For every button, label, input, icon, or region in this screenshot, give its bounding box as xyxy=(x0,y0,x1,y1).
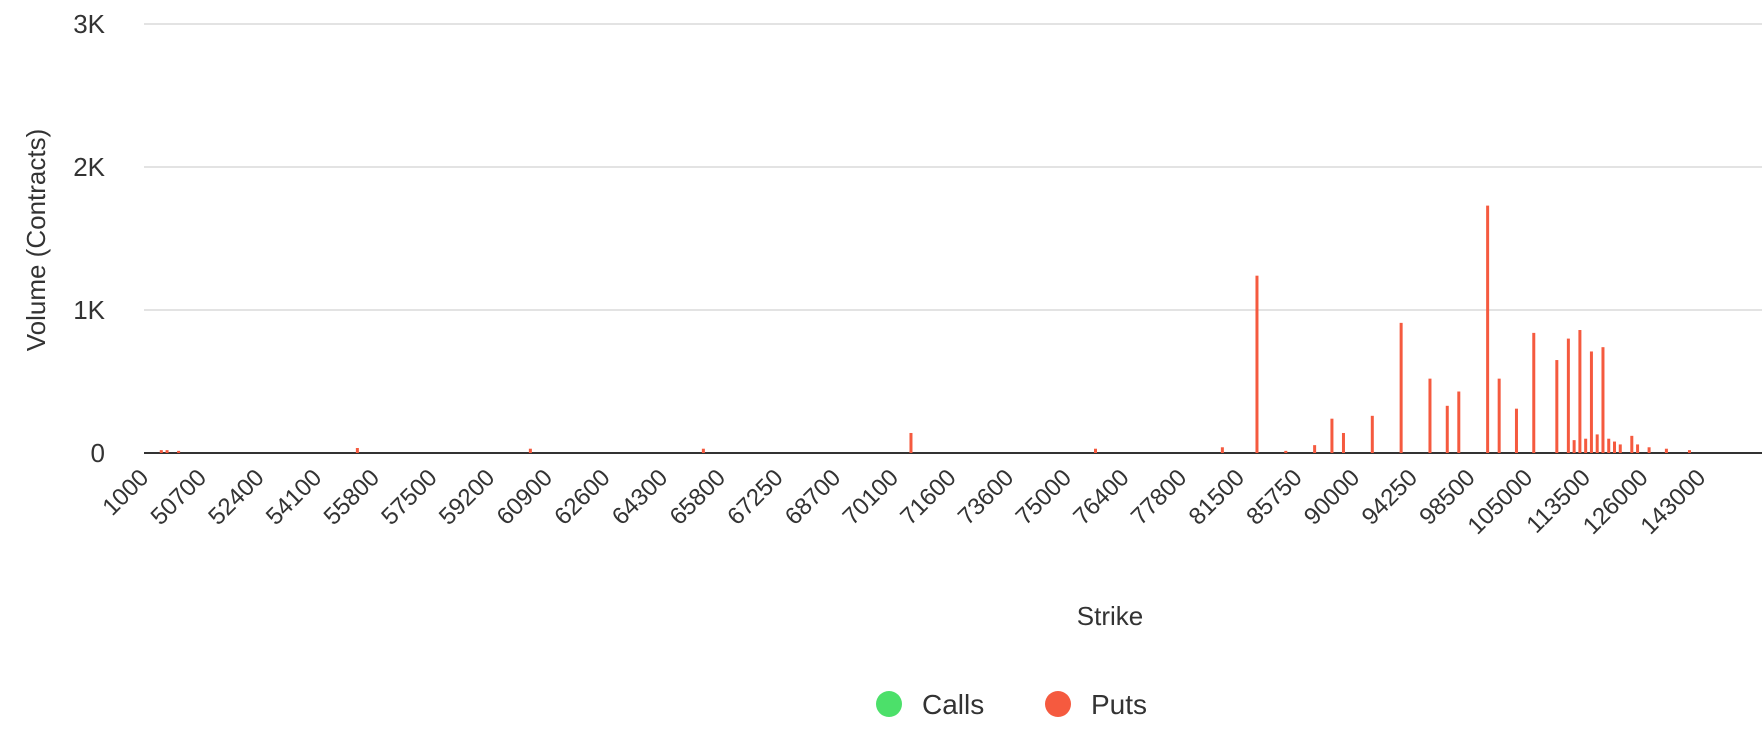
puts-bar xyxy=(1514,408,1518,453)
x-tick-label: 85750 xyxy=(1241,464,1307,530)
puts-bar xyxy=(1399,322,1403,453)
x-tick-label: 71600 xyxy=(895,464,961,530)
x-axis-title: Strike xyxy=(1077,601,1143,631)
puts-bar xyxy=(1341,432,1345,453)
puts-bar xyxy=(1428,378,1432,453)
puts-bar xyxy=(1330,418,1334,453)
x-tick-label: 59200 xyxy=(434,464,500,530)
legend-item-puts[interactable]: Puts xyxy=(1045,689,1147,720)
y-tick-label: 0 xyxy=(91,438,105,468)
x-tick-label: 52400 xyxy=(203,464,269,530)
puts-bar xyxy=(1220,447,1224,453)
x-tick-label: 105000 xyxy=(1463,464,1539,540)
y-axis-title: Volume (Contracts) xyxy=(21,129,51,352)
puts-bar xyxy=(1566,338,1570,453)
puts-bar xyxy=(1532,332,1536,453)
puts-bar xyxy=(165,450,169,453)
puts-bar xyxy=(528,448,532,453)
puts-bar xyxy=(1618,444,1622,453)
x-tick-label: 64300 xyxy=(607,464,673,530)
puts-bar xyxy=(1094,448,1097,453)
y-axis-tick-labels: 0 1K 2K 3K xyxy=(73,9,105,468)
puts-bar xyxy=(701,448,705,453)
x-tick-label: 68700 xyxy=(780,464,846,530)
x-axis-tick-labels: 1000507005240054100558005750059200609006… xyxy=(97,464,1711,540)
x-tick-label: 81500 xyxy=(1184,464,1250,530)
puts-bar xyxy=(1457,391,1461,453)
puts-bar xyxy=(177,450,181,453)
legend-marker xyxy=(876,691,902,717)
puts-bar xyxy=(1630,435,1634,453)
x-tick-label: 65800 xyxy=(665,464,731,530)
puts-bar xyxy=(1647,447,1651,453)
x-tick-label: 90000 xyxy=(1299,464,1365,530)
puts-bar xyxy=(1584,438,1588,453)
x-tick-label: 70100 xyxy=(838,464,904,530)
y-tick-label: 3K xyxy=(73,9,105,39)
puts-bar xyxy=(1578,330,1582,453)
puts-bar xyxy=(909,432,913,453)
puts-bar xyxy=(1572,440,1576,453)
puts-bar xyxy=(355,448,359,453)
x-tick-label: 62600 xyxy=(549,464,615,530)
x-tick-label: 75000 xyxy=(1011,464,1077,530)
puts-bar xyxy=(1486,205,1490,453)
x-tick-label: 54100 xyxy=(261,464,327,530)
x-tick-label: 57500 xyxy=(376,464,442,530)
x-tick-label: 73600 xyxy=(953,464,1019,530)
legend-marker xyxy=(1045,691,1071,717)
x-tick-label: 55800 xyxy=(319,464,385,530)
legend-item-calls[interactable]: Calls xyxy=(876,689,984,720)
puts-bar xyxy=(1595,434,1599,453)
puts-bar xyxy=(1636,444,1640,453)
puts-bar xyxy=(159,450,163,453)
puts-bar xyxy=(1687,450,1691,453)
puts-bar xyxy=(1284,450,1288,453)
axis-titles: Strike Volume (Contracts) xyxy=(21,129,1143,631)
puts-bar xyxy=(1555,360,1559,453)
x-tick-label: 50700 xyxy=(146,464,212,530)
x-tick-label: 94250 xyxy=(1357,464,1423,530)
puts-bar xyxy=(1613,441,1616,453)
legend-label: Puts xyxy=(1091,689,1147,720)
puts-bar xyxy=(1497,378,1501,453)
legend-label: Calls xyxy=(922,689,984,720)
puts-bar xyxy=(1664,448,1668,453)
y-tick-label: 1K xyxy=(73,295,105,325)
puts-bar xyxy=(1589,351,1593,453)
puts-bar xyxy=(1607,438,1611,453)
grid-lines xyxy=(144,23,1762,454)
bars xyxy=(159,205,1691,453)
puts-bar xyxy=(1313,445,1317,453)
x-tick-label: 77800 xyxy=(1126,464,1192,530)
y-tick-label: 2K xyxy=(73,152,105,182)
x-tick-label: 143000 xyxy=(1636,464,1712,540)
puts-bar xyxy=(1370,415,1374,453)
puts-bar xyxy=(1445,405,1449,453)
x-tick-label: 60900 xyxy=(492,464,558,530)
puts-bar xyxy=(1601,347,1605,453)
x-tick-label: 76400 xyxy=(1068,464,1134,530)
x-tick-label: 67250 xyxy=(722,464,788,530)
puts-bar xyxy=(1255,275,1259,453)
legend: Calls Puts xyxy=(876,689,1147,720)
